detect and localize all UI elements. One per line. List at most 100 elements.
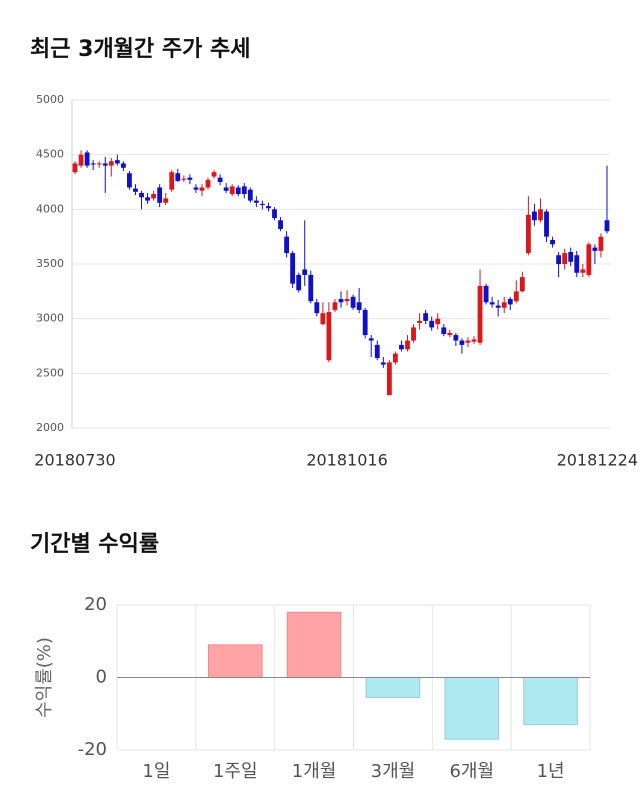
candle-body [229, 186, 235, 195]
y-axis-label: 수익률(%) [34, 637, 55, 718]
candle-body [127, 173, 132, 188]
candle-body [272, 209, 277, 219]
candle-body [507, 298, 513, 305]
candle-body [604, 220, 610, 232]
y-tick-label: 5000 [36, 93, 64, 106]
chart-title: 최근 3개월간 주가 추세 [30, 37, 250, 62]
y-tick-label: -20 [78, 739, 107, 760]
candle-body [471, 339, 477, 342]
y-tick-label: 0 [96, 667, 107, 688]
candle-body [278, 220, 283, 230]
candle-body [84, 152, 90, 166]
y-tick-label: 4500 [36, 148, 64, 161]
candle-body [538, 209, 543, 221]
candle-body [139, 192, 144, 198]
candle-body [235, 187, 241, 195]
candle-body [525, 214, 531, 254]
candle-body [350, 296, 356, 308]
candle-body [120, 163, 126, 168]
candle-body [562, 253, 568, 264]
candle-body [284, 236, 290, 254]
candle-body [72, 163, 78, 173]
candle-body [223, 187, 229, 191]
candle-body [90, 163, 96, 165]
candle-body [187, 177, 193, 180]
candle-body [550, 239, 555, 245]
candle-body [447, 332, 453, 336]
candle-body [586, 244, 592, 275]
candle-body [580, 269, 586, 273]
candle-body [465, 340, 471, 343]
bar [207, 644, 263, 678]
candle-body [477, 285, 483, 343]
candle-body [247, 189, 253, 201]
candle-body [332, 302, 338, 310]
candle-body [181, 178, 187, 180]
candle-body [108, 161, 114, 166]
bar [286, 611, 342, 678]
x-tick-label: 20181016 [306, 451, 387, 470]
candle-body [163, 198, 169, 203]
bar [444, 677, 500, 740]
candle-body [302, 269, 308, 275]
candle-body [320, 313, 326, 325]
candle-body [362, 309, 368, 336]
candle-body [574, 255, 580, 273]
bar [523, 677, 578, 726]
candle-body [374, 344, 380, 359]
x-tick-label: 6개월 [449, 761, 494, 782]
x-tick-label: 1개월 [292, 761, 337, 782]
candle-body [392, 353, 398, 363]
candle-body [380, 362, 386, 365]
candle-body [253, 200, 259, 203]
candle-body [211, 172, 217, 177]
candle-body [399, 344, 404, 350]
candle-body [592, 247, 598, 251]
candle-body [411, 327, 416, 341]
candle-body [453, 335, 459, 341]
y-tick-label: 2000 [36, 421, 64, 434]
candle-body [435, 318, 441, 325]
candle-body [78, 154, 84, 166]
candle-body [489, 302, 495, 305]
candle-body [338, 298, 344, 303]
candle-body [114, 160, 120, 164]
candle-body [532, 211, 537, 221]
x-tick-label: 3개월 [371, 761, 416, 782]
candle-body [368, 338, 374, 341]
x-tick-label: 20180730 [34, 451, 115, 470]
candle-body [556, 255, 562, 264]
candle-body [199, 187, 205, 191]
candle-body [296, 274, 302, 291]
y-tick-label: 20 [84, 594, 107, 615]
candle-body [501, 302, 507, 308]
candle-body [513, 291, 519, 302]
x-tick-label: 1일 [142, 761, 170, 782]
candle-body [495, 305, 501, 308]
candle-body [193, 187, 199, 190]
candle-body [544, 211, 549, 237]
candle-body [423, 313, 429, 321]
candle-body [386, 362, 392, 396]
candle-body [326, 312, 332, 361]
candle-body [169, 172, 175, 190]
candle-body [314, 302, 320, 314]
candle-body [259, 203, 265, 205]
candle-body [308, 274, 314, 302]
candle-body [429, 320, 435, 328]
candle-body [96, 163, 102, 165]
candle-body [217, 177, 223, 182]
chart-title: 기간별 수익률 [30, 532, 159, 557]
candle-body [151, 194, 157, 199]
candle-body [483, 285, 489, 303]
candle-body [157, 187, 163, 203]
x-tick-label: 1주일 [213, 761, 258, 782]
candle-body [145, 197, 150, 201]
y-tick-label: 2500 [36, 366, 64, 379]
bar [365, 677, 421, 698]
x-tick-label: 20181224 [557, 451, 638, 470]
candle-body [405, 340, 410, 350]
candle-body [175, 173, 181, 181]
candle-body [441, 327, 447, 334]
